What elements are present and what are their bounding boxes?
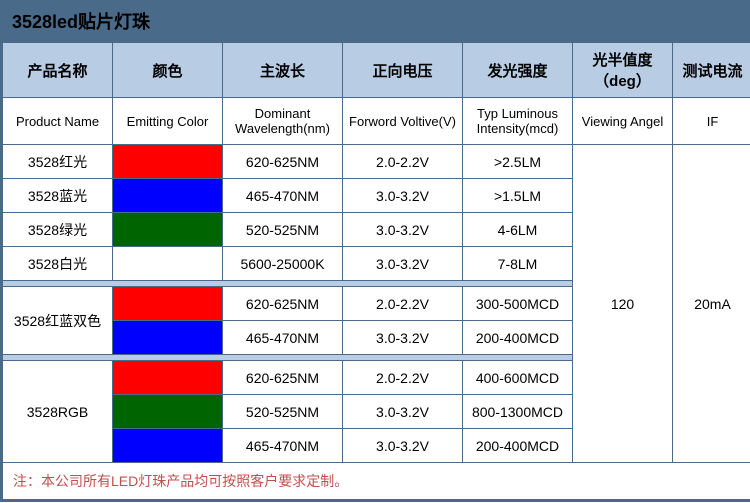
th-color-cn: 颜色 (113, 43, 223, 98)
cell-name: 3528白光 (3, 247, 113, 281)
cell-wavelength: 465-470NM (223, 179, 343, 213)
table-title: 3528led贴片灯珠 (2, 2, 748, 42)
spec-table: 产品名称 颜色 主波长 正向电压 发光强度 光半值度（deg） 测试电流 Pro… (2, 42, 750, 500)
led-spec-table-container: 3528led贴片灯珠 产品名称 颜色 主波长 正向电压 发光强度 光半值度（d… (0, 0, 750, 502)
th-angle-cn: 光半值度（deg） (573, 43, 673, 98)
cell-name: 3528蓝光 (3, 179, 113, 213)
th-name-cn: 产品名称 (3, 43, 113, 98)
th-color-en: Emitting Color (113, 98, 223, 145)
cell-wavelength: 465-470NM (223, 429, 343, 463)
cell-test-current: 20mA (673, 145, 750, 463)
cell-intensity: 200-400MCD (463, 429, 573, 463)
cell-voltage: 2.0-2.2V (343, 287, 463, 321)
cell-color-swatch (113, 287, 223, 321)
th-name-en: Product Name (3, 98, 113, 145)
cell-viewing-angle: 120 (573, 145, 673, 463)
cell-color-swatch (113, 395, 223, 429)
header-row-en: Product Name Emitting Color Dominant Wav… (3, 98, 750, 145)
th-intensity-cn: 发光强度 (463, 43, 573, 98)
cell-wavelength: 465-470NM (223, 321, 343, 355)
cell-voltage: 3.0-3.2V (343, 321, 463, 355)
cell-wavelength: 520-525NM (223, 395, 343, 429)
cell-color-swatch (113, 429, 223, 463)
cell-voltage: 3.0-3.2V (343, 213, 463, 247)
cell-color-swatch (113, 213, 223, 247)
th-angle-en: Viewing Angel (573, 98, 673, 145)
cell-name: 3528绿光 (3, 213, 113, 247)
cell-color-swatch (113, 361, 223, 395)
table-row: 3528红光 620-625NM 2.0-2.2V >2.5LM 120 20m… (3, 145, 750, 179)
cell-name: 3528红蓝双色 (3, 287, 113, 355)
th-wavelength-cn: 主波长 (223, 43, 343, 98)
footnote-row: 注：本公司所有LED灯珠产品均可按照客户要求定制。 (3, 463, 750, 500)
cell-wavelength: 620-625NM (223, 287, 343, 321)
th-voltage-en: Forword Voltive(V) (343, 98, 463, 145)
cell-voltage: 3.0-3.2V (343, 247, 463, 281)
cell-voltage: 3.0-3.2V (343, 395, 463, 429)
cell-voltage: 2.0-2.2V (343, 361, 463, 395)
cell-wavelength: 620-625NM (223, 145, 343, 179)
cell-intensity: 300-500MCD (463, 287, 573, 321)
cell-intensity: 4-6LM (463, 213, 573, 247)
cell-voltage: 2.0-2.2V (343, 145, 463, 179)
th-wavelength-en: Dominant Wavelength(nm) (223, 98, 343, 145)
cell-voltage: 3.0-3.2V (343, 429, 463, 463)
th-current-cn: 测试电流 (673, 43, 750, 98)
cell-color-swatch (113, 145, 223, 179)
cell-intensity: 400-600MCD (463, 361, 573, 395)
cell-wavelength: 620-625NM (223, 361, 343, 395)
th-voltage-cn: 正向电压 (343, 43, 463, 98)
header-row-cn: 产品名称 颜色 主波长 正向电压 发光强度 光半值度（deg） 测试电流 (3, 43, 750, 98)
cell-name: 3528RGB (3, 361, 113, 463)
th-intensity-en: Typ Luminous Intensity(mcd) (463, 98, 573, 145)
cell-intensity: 7-8LM (463, 247, 573, 281)
cell-name: 3528红光 (3, 145, 113, 179)
cell-wavelength: 520-525NM (223, 213, 343, 247)
cell-wavelength: 5600-25000K (223, 247, 343, 281)
cell-intensity: >1.5LM (463, 179, 573, 213)
cell-voltage: 3.0-3.2V (343, 179, 463, 213)
cell-intensity: 800-1300MCD (463, 395, 573, 429)
cell-color-swatch (113, 179, 223, 213)
cell-intensity: 200-400MCD (463, 321, 573, 355)
th-current-en: IF (673, 98, 750, 145)
cell-color-swatch (113, 321, 223, 355)
cell-intensity: >2.5LM (463, 145, 573, 179)
footnote-text: 注：本公司所有LED灯珠产品均可按照客户要求定制。 (3, 463, 750, 500)
cell-color-swatch (113, 247, 223, 281)
